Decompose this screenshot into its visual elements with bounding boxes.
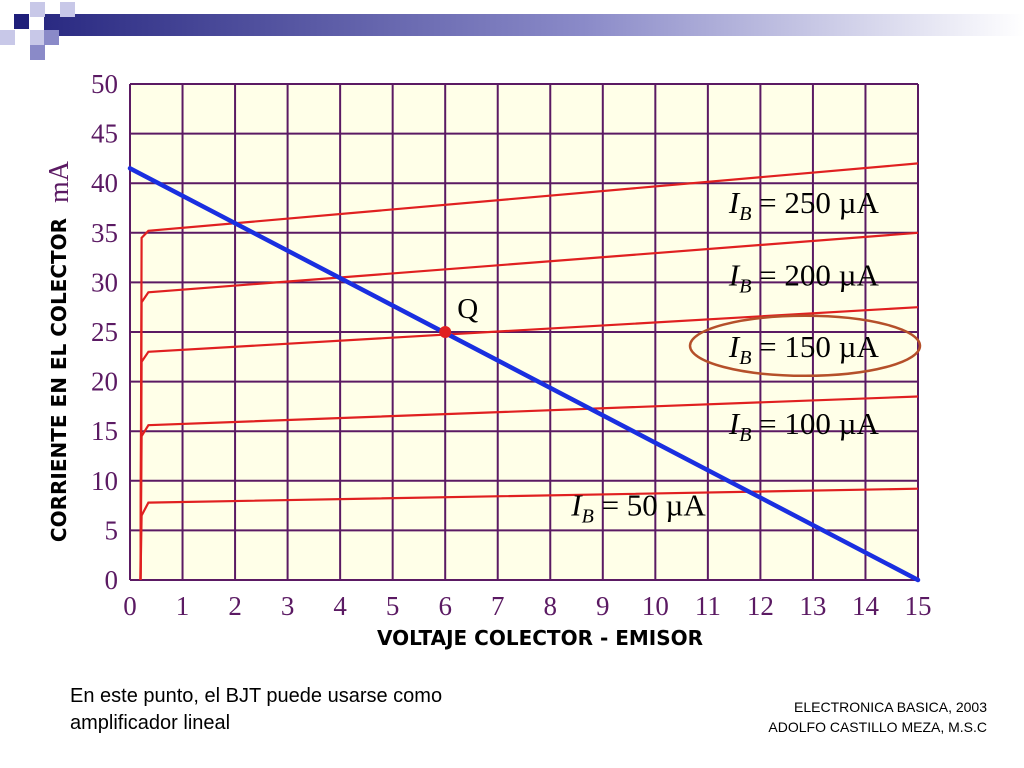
x-tick-label: 10 — [642, 591, 669, 621]
header-bar — [44, 14, 1024, 36]
x-tick-label: 0 — [123, 591, 137, 621]
x-tick-label: 15 — [905, 591, 932, 621]
y-axis-unit: mA — [44, 160, 75, 203]
y-axis-title: CORRIENTE EN EL COLECTOR — [47, 218, 71, 542]
highlight-ellipse — [688, 314, 922, 378]
header-square-3 — [30, 30, 45, 45]
header-square-6 — [60, 2, 75, 17]
y-tick-label: 35 — [91, 218, 118, 248]
caption: En este punto, el BJT puede usarse como … — [70, 683, 590, 737]
x-tick-label: 9 — [596, 591, 610, 621]
y-tick-label: 20 — [91, 367, 118, 397]
y-tick-label: 15 — [91, 416, 118, 446]
y-tick-label: 40 — [91, 168, 118, 198]
x-tick-label: 13 — [799, 591, 826, 621]
x-axis-title: VOLTAJE COLECTOR - EMISOR — [377, 626, 703, 650]
credits: ELECTRONICA BASICA, 2003 ADOLFO CASTILLO… — [768, 697, 987, 737]
x-tick-label: 1 — [176, 591, 190, 621]
x-tick-label: 8 — [544, 591, 558, 621]
header-square-2 — [30, 2, 45, 17]
ib-curve — [139, 162, 919, 581]
x-tick-label: 14 — [852, 591, 880, 621]
bjt-characteristic-chart: 0 1 2 3 4 5 6 7 8 9 10 11 12 13 14 15051015202530354045… — [44, 69, 932, 650]
x-tick-label: 3 — [281, 591, 295, 621]
credits-line-2: ADOLFO CASTILLO MEZA, M.S.C — [768, 719, 987, 735]
curve-label: IB = 50 µA — [570, 488, 706, 528]
y-tick-label: 50 — [91, 69, 118, 99]
x-tick-label: 2 — [228, 591, 242, 621]
y-tick-label: 45 — [91, 119, 118, 149]
x-tick-label: 4 — [333, 591, 347, 621]
x-tick-label: 11 — [695, 591, 721, 621]
x-tick-label: 5 — [386, 591, 400, 621]
y-axis-title-group: CORRIENTE EN EL COLECTOR mA — [44, 160, 75, 542]
q-point-marker — [439, 326, 452, 338]
x-tick-label: 12 — [747, 591, 774, 621]
load-line — [127, 166, 921, 583]
q-point-label: Q — [457, 293, 478, 325]
header-square-1 — [14, 14, 29, 29]
header-square-5 — [44, 30, 59, 45]
x-tick-label: 7 — [491, 591, 505, 621]
curve-label: IB = 100 µA — [728, 406, 880, 446]
credits-line-1: ELECTRONICA BASICA, 2003 — [794, 699, 987, 715]
slide-header-decoration — [0, 2, 1024, 60]
caption-line-1: En este punto, el BJT puede usarse como — [70, 685, 443, 707]
header-square-4 — [30, 45, 45, 60]
y-tick-label: 10 — [91, 466, 118, 496]
x-tick-label: 6 — [438, 591, 452, 621]
y-tick-label: 0 — [105, 565, 119, 595]
y-tick-label: 30 — [91, 267, 118, 297]
curve-label: IB = 250 µA — [728, 185, 880, 225]
caption-line-2: amplificador lineal — [70, 712, 231, 734]
y-tick-label: 25 — [91, 317, 118, 347]
header-square-7 — [0, 30, 15, 45]
curve-label: IB = 150 µA — [728, 329, 880, 369]
curve-label: IB = 200 µA — [728, 257, 880, 297]
y-tick-label: 5 — [105, 515, 119, 545]
